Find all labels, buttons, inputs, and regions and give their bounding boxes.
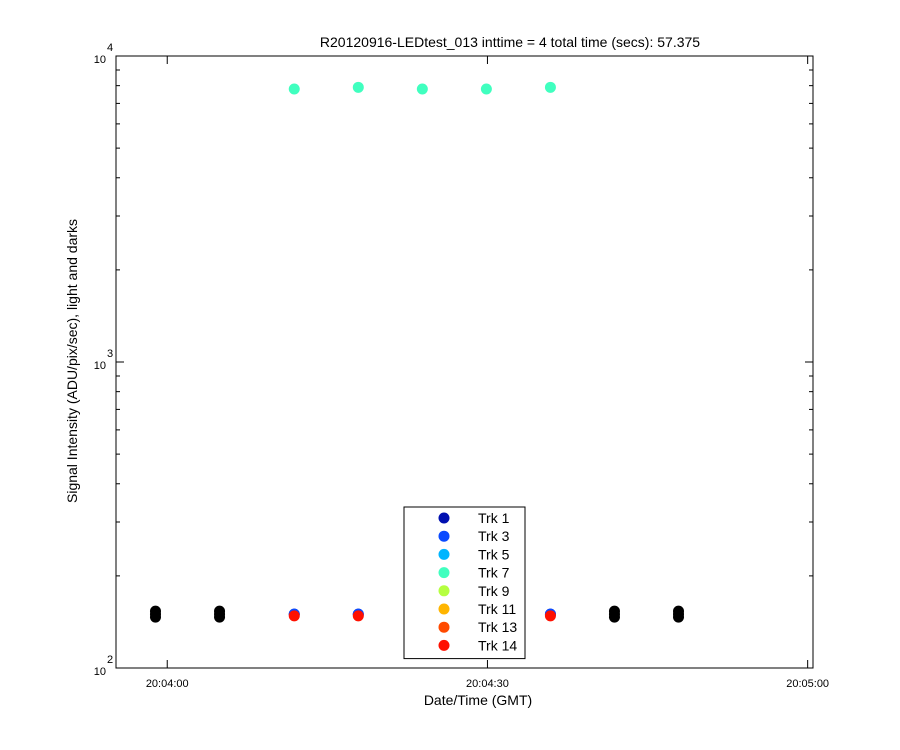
legend-label: Trk 13	[478, 619, 517, 635]
point-trk-7	[416, 83, 428, 95]
point-trk-7	[352, 81, 364, 93]
legend: Trk 1 Trk 3 Trk 5 Trk 7 Trk 9 Trk 11 Trk 13 Trk…	[403, 506, 526, 660]
legend-marker	[438, 548, 450, 560]
y-tick-exponent: 4	[107, 42, 113, 54]
legend-label: Trk 9	[478, 583, 510, 599]
x-tick-label: 20:04:30	[466, 678, 509, 690]
chart-title: R20120916-LEDtest_013 inttime = 4 total …	[320, 34, 700, 50]
point-trk-14	[288, 610, 300, 622]
x-tick-label: 20:05:00	[786, 678, 829, 690]
x-axis: 20:04:00 20:04:30 20:05:00	[146, 56, 829, 690]
y-axis-label: Signal Intensity (ADU/pix/sec), light an…	[64, 219, 80, 503]
legend-marker	[438, 603, 450, 615]
legend-marker	[438, 585, 450, 597]
legend-marker	[438, 639, 450, 651]
legend-marker	[438, 512, 450, 524]
point-trk-7	[544, 81, 556, 93]
y-tick-label: 10	[94, 360, 106, 372]
legend-label: Trk 14	[478, 637, 517, 653]
y-tick-exponent: 3	[107, 348, 113, 360]
dark-point	[149, 611, 161, 623]
legend-marker	[438, 621, 450, 633]
legend-box	[403, 506, 526, 660]
x-tick-label: 20:04:00	[146, 678, 189, 690]
x-axis-label: Date/Time (GMT)	[424, 692, 532, 708]
point-trk-14	[544, 610, 556, 622]
dark-point	[608, 611, 620, 623]
dark-point	[673, 611, 685, 623]
y-tick-label: 10	[94, 54, 106, 66]
legend-label: Trk 5	[478, 546, 510, 562]
point-trk-7	[288, 83, 300, 95]
y-tick-exponent: 2	[107, 654, 113, 666]
y-tick-label: 10	[94, 666, 106, 678]
legend-label: Trk 1	[478, 510, 510, 526]
point-trk-7	[480, 83, 492, 95]
legend-label: Trk 3	[478, 528, 510, 544]
dark-point	[214, 611, 226, 623]
legend-label: Trk 7	[478, 565, 510, 581]
point-trk-14	[352, 610, 364, 622]
legend-marker	[438, 567, 450, 579]
data-points	[149, 81, 685, 623]
legend-marker	[438, 530, 450, 542]
legend-label: Trk 11	[478, 601, 516, 617]
